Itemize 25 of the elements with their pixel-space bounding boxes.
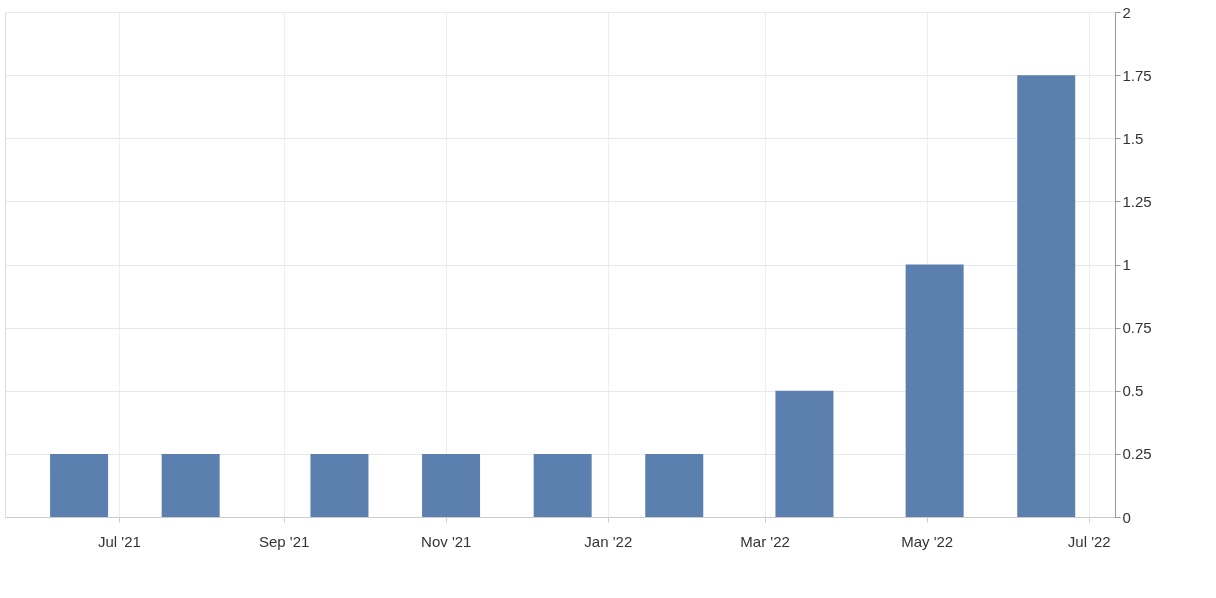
bar <box>310 453 369 517</box>
bar <box>645 453 704 517</box>
y-tick-label: 1.75 <box>1122 66 1152 84</box>
x-tick-label: Sep '21 <box>258 532 310 550</box>
y-tick-label: 0.25 <box>1122 445 1152 463</box>
x-tick-label: Jul '21 <box>97 532 141 550</box>
bar <box>905 264 964 517</box>
x-tick-label: Mar '22 <box>740 532 790 550</box>
y-tick-label: 0.75 <box>1122 319 1152 337</box>
bar <box>775 390 834 517</box>
y-tick-label: 0 <box>1122 508 1131 526</box>
bar <box>50 453 109 517</box>
x-tick-label: May '22 <box>901 532 954 550</box>
y-tick-label: 1.5 <box>1122 129 1144 147</box>
y-tick-label: 2 <box>1122 3 1131 21</box>
bar <box>422 453 481 517</box>
x-tick-label: Jul '22 <box>1067 532 1111 550</box>
y-tick-label: 1 <box>1122 256 1131 273</box>
x-tick-label: Jan '22 <box>584 532 633 550</box>
x-tick-label: Nov '21 <box>421 532 472 550</box>
bar <box>1017 75 1076 517</box>
bar <box>161 453 220 517</box>
y-tick-label: 0.5 <box>1122 382 1144 400</box>
y-tick-label: 1.25 <box>1122 192 1152 210</box>
bar <box>533 453 592 517</box>
